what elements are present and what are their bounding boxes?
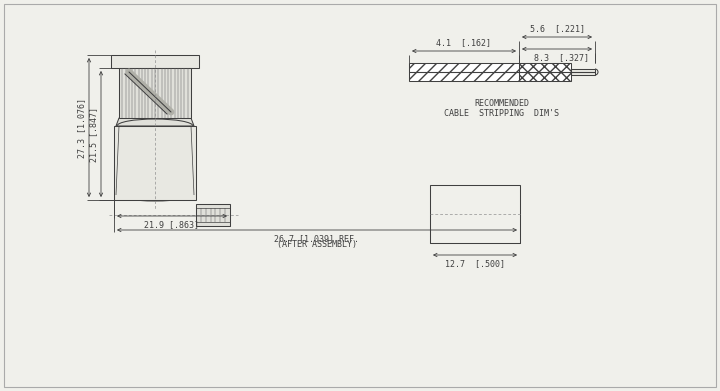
Text: 26.7 [1.039] REF.: 26.7 [1.039] REF.	[274, 234, 359, 243]
Text: 12.7  [.500]: 12.7 [.500]	[445, 259, 505, 268]
Bar	[430, 185, 520, 243]
Text: 5.6  [.221]: 5.6 [.221]	[529, 24, 585, 33]
Bar	[409, 63, 519, 81]
Text: 21.5 [.847]: 21.5 [.847]	[89, 106, 98, 161]
Text: 4.1  [.162]: 4.1 [.162]	[436, 38, 492, 47]
Bar	[519, 63, 571, 81]
Polygon shape	[116, 118, 194, 126]
Text: RECOMMENDED: RECOMMENDED	[474, 99, 529, 108]
Bar	[571, 69, 595, 75]
Bar	[114, 126, 196, 200]
Text: 27.3 [1.076]: 27.3 [1.076]	[77, 97, 86, 158]
Text: (AFTER ASSEMBLY): (AFTER ASSEMBLY)	[277, 240, 357, 249]
Bar	[111, 55, 199, 68]
Text: CABLE  STRIPPING  DIM'S: CABLE STRIPPING DIM'S	[444, 109, 559, 118]
Bar	[196, 204, 230, 226]
Bar	[119, 68, 191, 118]
Text: 8.3  [.327]: 8.3 [.327]	[524, 53, 590, 62]
Text: 21.9 [.863]: 21.9 [.863]	[145, 220, 199, 229]
